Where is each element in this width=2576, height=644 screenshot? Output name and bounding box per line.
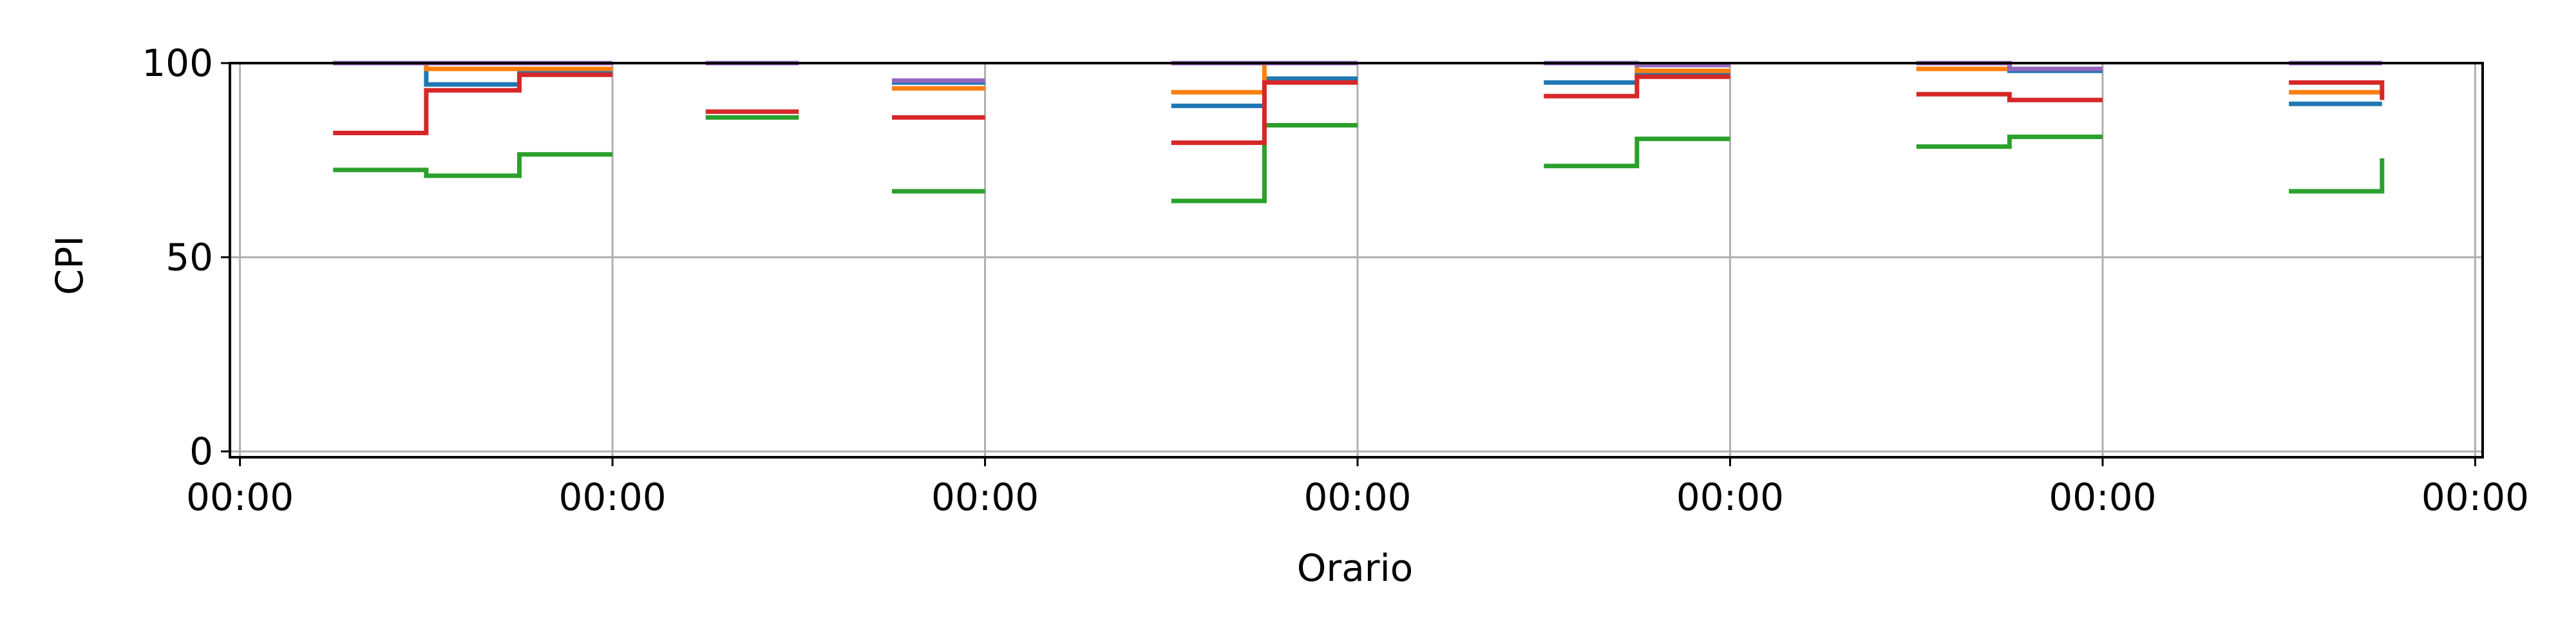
series-2-segment-0	[333, 152, 613, 178]
x-axis-label: Orario	[1297, 546, 1414, 590]
x-tick-label-2: 00:00	[931, 475, 1039, 519]
x-tick-label-3: 00:00	[1303, 475, 1411, 519]
y-tick-label-0: 0	[189, 430, 213, 473]
grid-layer	[230, 62, 2483, 457]
series-3-segment-3	[1171, 80, 1358, 146]
x-tick-label-6: 00:00	[2421, 475, 2529, 519]
series-3-segment-0	[333, 72, 613, 136]
plot-frame	[229, 62, 2484, 459]
tick-layer: 00:00 00:00 00:00 00:00 00:00 00:00 00:0005010…	[142, 41, 2529, 519]
series-3-segment-5	[1916, 91, 2103, 102]
x-tick-label-1: 00:00	[559, 475, 667, 519]
series-3-segment-4	[1544, 74, 1730, 99]
series-2-segment-5	[1916, 135, 2103, 149]
y-axis-label: CPI	[48, 236, 91, 296]
series-3-segment-6	[2289, 80, 2385, 100]
x-tick-label-5: 00:00	[2049, 475, 2156, 519]
x-tick-label-0: 00:00	[186, 475, 294, 519]
series-2-segment-6	[2289, 158, 2385, 194]
series-2-segment-3	[1171, 122, 1358, 204]
series-2-segment-4	[1544, 137, 1730, 169]
x-tick-label-4: 00:00	[1676, 475, 1784, 519]
y-tick-label-1: 50	[166, 235, 213, 279]
y-tick-label-2: 100	[142, 41, 213, 85]
